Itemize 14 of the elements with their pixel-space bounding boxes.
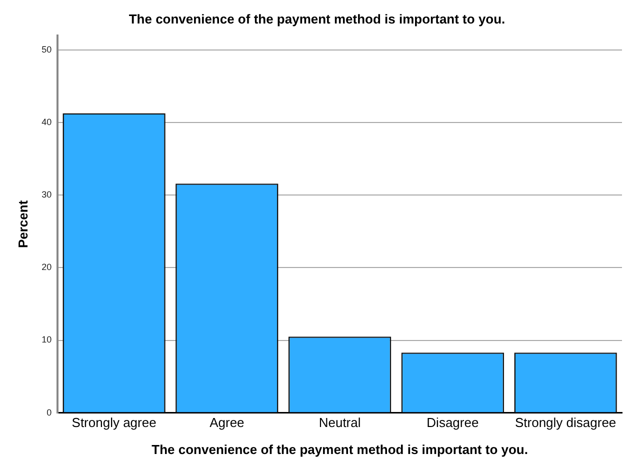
x-tick-label: Strongly agree (72, 415, 156, 430)
x-tick-label: Strongly disagree (514, 415, 616, 430)
y-tick-label: 0 (46, 407, 52, 418)
y-tick-label: 30 (42, 190, 52, 200)
x-axis-title: The convenience of the payment method is important to you. (152, 442, 528, 457)
x-tick-label: Disagree (426, 415, 479, 430)
y-tick-label: 50 (42, 44, 52, 55)
chart-title: The convenience of the payment method is important to you. (128, 11, 506, 26)
y-tick-label: 40 (42, 117, 52, 128)
y-tick-label: 10 (42, 334, 52, 345)
y-tick-label: 20 (42, 262, 52, 272)
x-tick-label: Agree (210, 415, 244, 430)
y-axis-title: Percent (15, 200, 30, 248)
x-tick-label: Neutral (318, 415, 361, 430)
